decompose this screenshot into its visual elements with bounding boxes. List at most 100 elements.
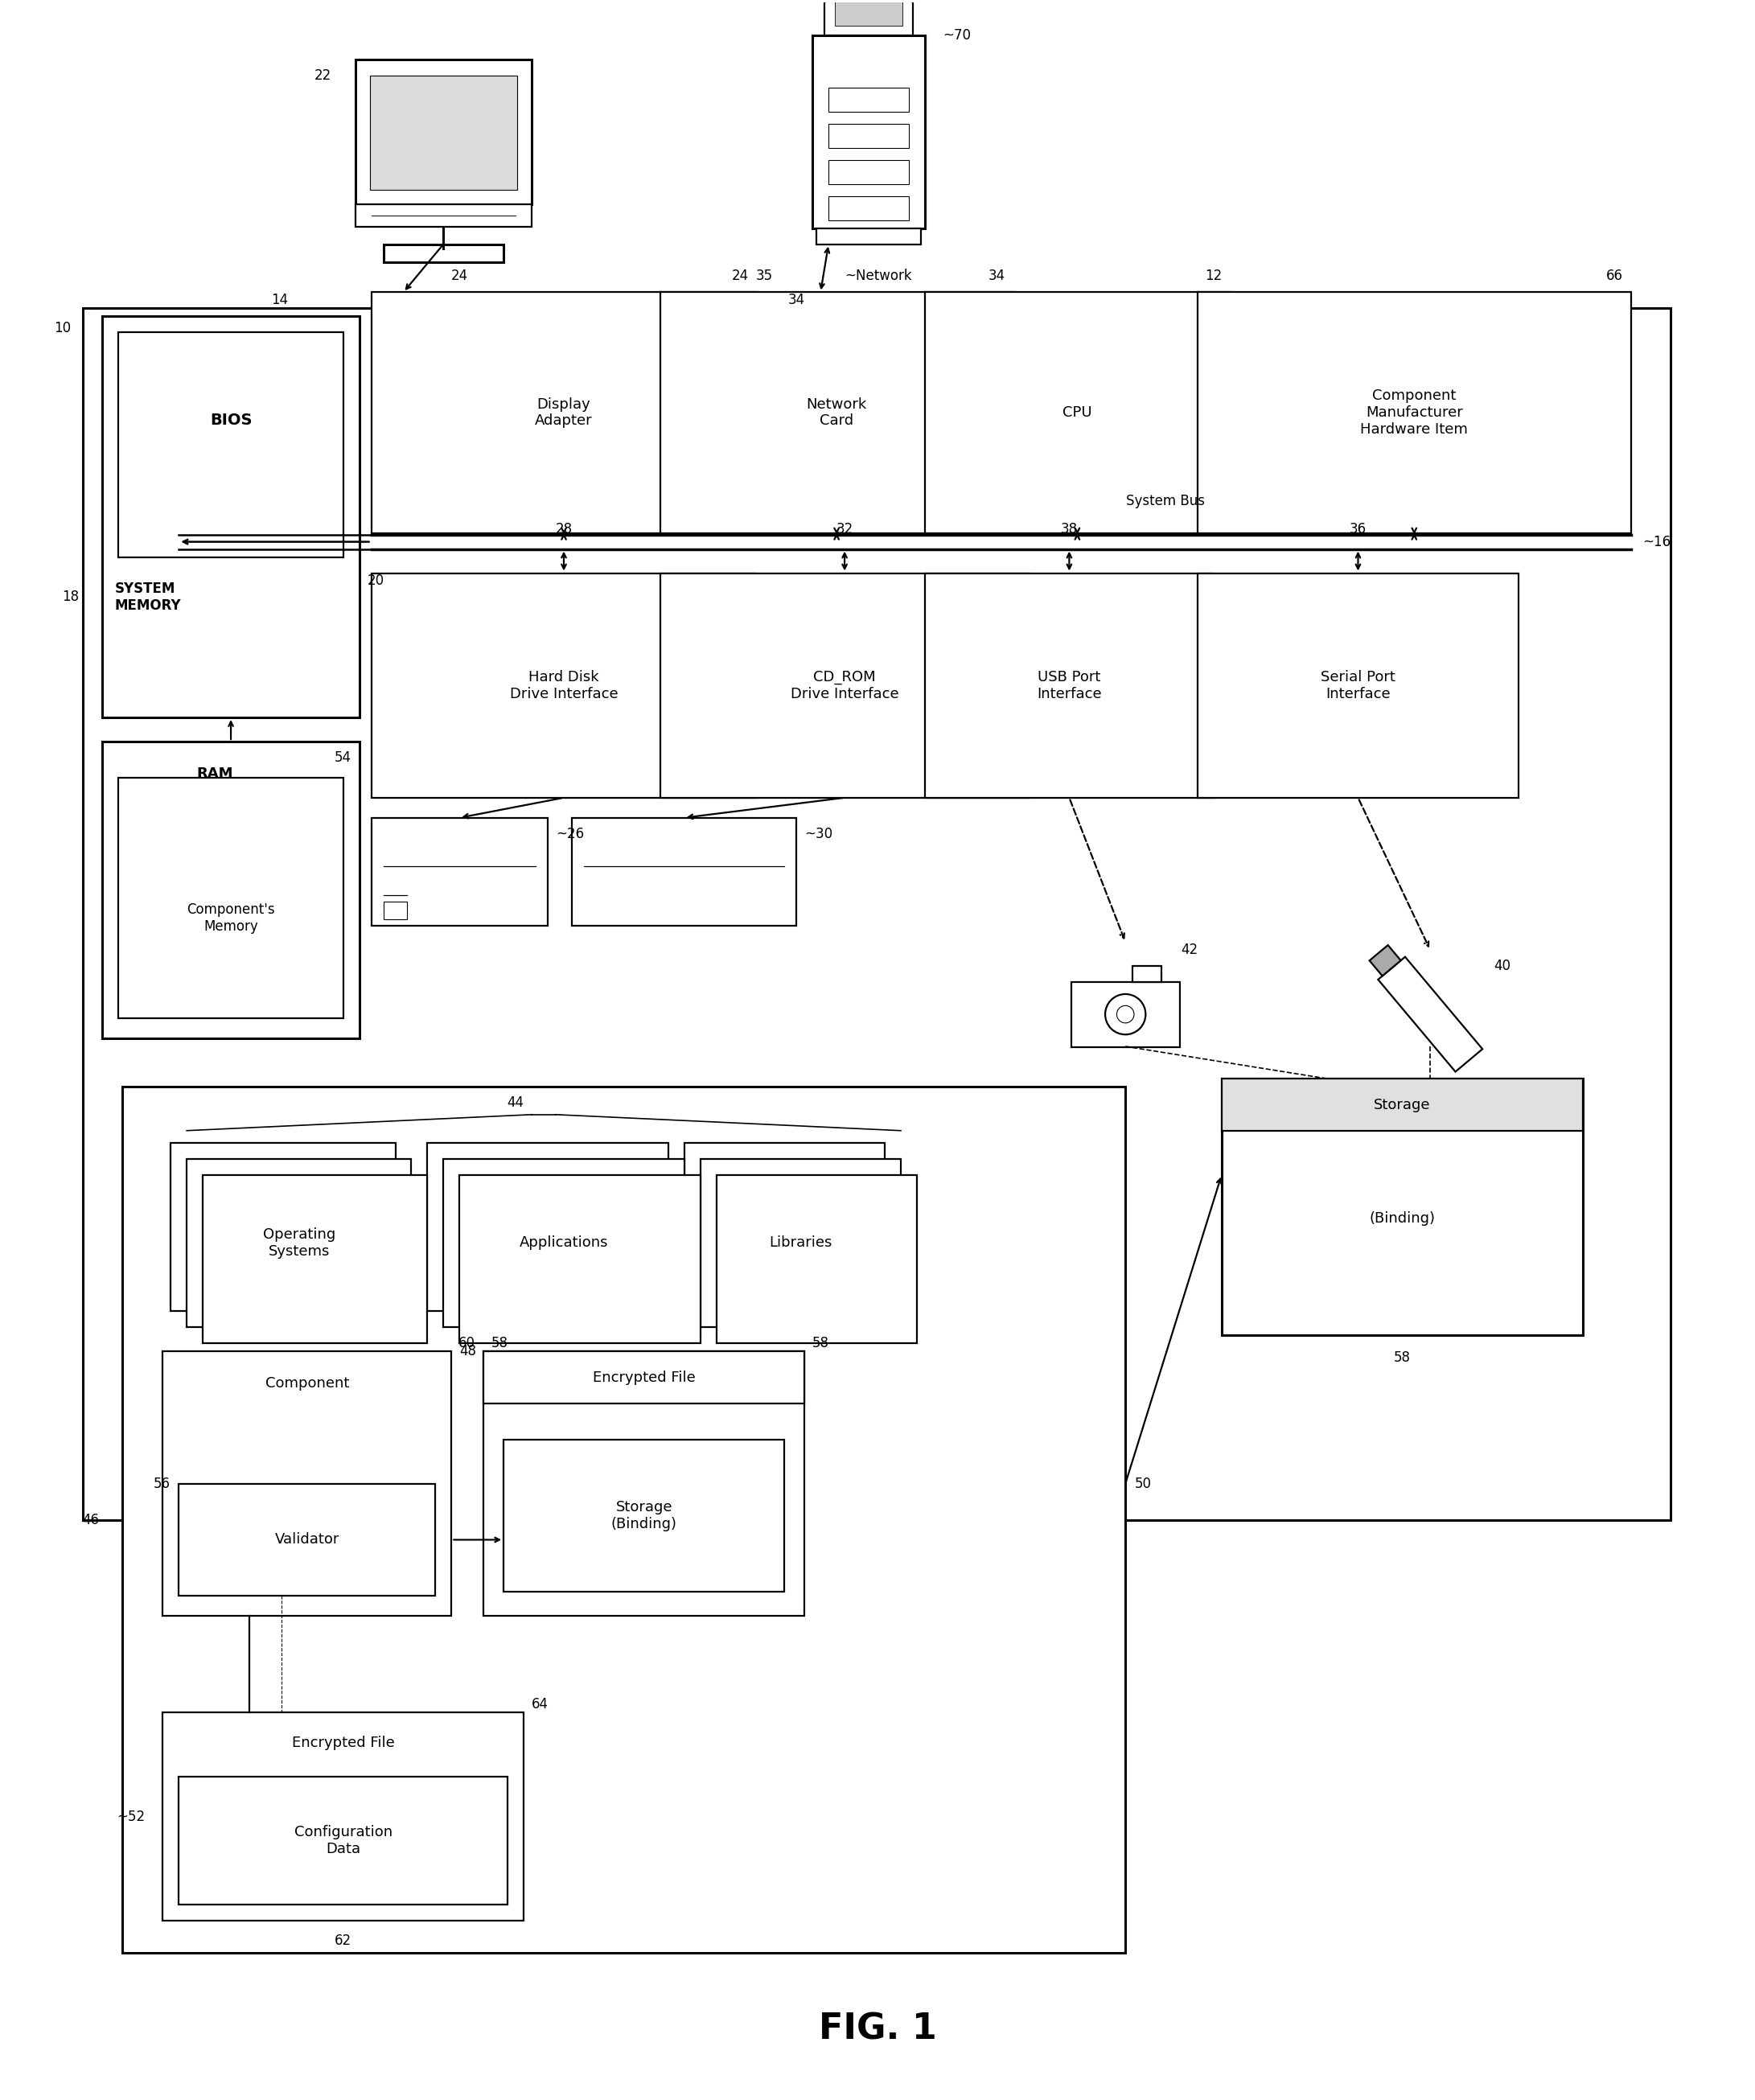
Text: 12: 12 (1204, 269, 1221, 284)
Bar (383, 244, 504, 262)
Polygon shape (1378, 958, 1483, 1071)
Bar (828, 195, 909, 220)
Bar (660, 573, 1028, 798)
Text: ~16: ~16 (1643, 536, 1671, 548)
Text: CD_ROM
Drive Interface: CD_ROM Drive Interface (790, 670, 899, 701)
Text: 62: 62 (335, 1934, 351, 1949)
Bar (372, 817, 548, 926)
Text: 34: 34 (788, 294, 806, 307)
Text: Component
Manufacturer
Hardware Item: Component Manufacturer Hardware Item (1360, 388, 1467, 437)
Bar (355, 59, 532, 204)
Text: 58: 58 (491, 1336, 509, 1350)
Text: ~26: ~26 (556, 827, 584, 840)
Bar (700, 1159, 900, 1327)
Bar (383, 903, 407, 920)
Text: 56: 56 (154, 1476, 170, 1491)
Bar (572, 817, 797, 926)
Bar (1197, 573, 1518, 798)
Text: BIOS: BIOS (211, 414, 253, 428)
Bar (816, 229, 921, 244)
Text: 34: 34 (988, 269, 1006, 284)
Bar (372, 573, 756, 798)
Text: 14: 14 (270, 294, 288, 307)
Text: Applications: Applications (519, 1235, 609, 1249)
Bar (1071, 983, 1179, 1046)
Text: Hard Disk
Drive Interface: Hard Disk Drive Interface (509, 670, 618, 701)
Bar (170, 1142, 395, 1310)
Bar (102, 317, 360, 718)
Text: 36: 36 (1350, 521, 1367, 536)
Text: System Bus: System Bus (1127, 493, 1206, 508)
Bar (925, 292, 1230, 533)
Bar (163, 1711, 523, 1922)
Text: 64: 64 (532, 1697, 549, 1711)
Text: 22: 22 (314, 69, 332, 82)
Text: 66: 66 (1606, 269, 1623, 284)
Bar (460, 1174, 700, 1344)
Bar (372, 292, 756, 533)
Bar (828, 160, 909, 185)
Bar (504, 1438, 784, 1592)
Bar (813, 36, 925, 229)
Text: SYSTEM
MEMORY: SYSTEM MEMORY (114, 582, 181, 613)
Bar (825, 0, 913, 36)
Text: 42: 42 (1181, 943, 1199, 958)
Polygon shape (1369, 945, 1400, 976)
Bar (444, 1159, 684, 1327)
Bar (179, 1483, 435, 1596)
Text: 48: 48 (460, 1344, 476, 1359)
Text: 38: 38 (1060, 521, 1078, 536)
Bar (123, 1086, 1125, 1953)
Text: Encrypted File: Encrypted File (593, 1371, 695, 1386)
Bar (428, 1142, 669, 1310)
Text: RAM: RAM (197, 766, 233, 781)
Text: FIG. 1: FIG. 1 (818, 2012, 937, 2045)
Bar (828, 88, 909, 111)
Bar (370, 76, 518, 189)
Text: Encrypted File: Encrypted File (291, 1735, 395, 1749)
Text: 20: 20 (367, 573, 384, 588)
Bar (204, 1174, 428, 1344)
Text: ~Network: ~Network (844, 269, 913, 284)
Text: 50: 50 (1135, 1476, 1151, 1491)
Text: Component: Component (265, 1376, 349, 1390)
Bar (355, 204, 532, 227)
Text: ~70: ~70 (942, 27, 971, 42)
Bar (925, 573, 1214, 798)
Text: ~30: ~30 (804, 827, 832, 840)
Text: ~52: ~52 (116, 1810, 144, 1823)
Text: Display
Adapter: Display Adapter (535, 397, 593, 428)
Text: (Binding): (Binding) (1369, 1212, 1436, 1226)
Bar (484, 1350, 804, 1617)
Bar (1197, 292, 1630, 533)
Text: Serial Port
Interface: Serial Port Interface (1322, 670, 1395, 701)
Text: 18: 18 (61, 590, 79, 605)
Text: USB Port
Interface: USB Port Interface (1037, 670, 1102, 701)
Bar (1221, 1079, 1583, 1130)
Text: 40: 40 (1494, 960, 1511, 974)
Text: Operating
Systems: Operating Systems (263, 1226, 335, 1258)
Bar (828, 124, 909, 147)
Text: 46: 46 (82, 1512, 98, 1527)
Bar (82, 309, 1671, 1520)
Bar (1221, 1079, 1583, 1336)
Text: Validator: Validator (276, 1533, 339, 1548)
Bar (684, 1142, 885, 1310)
Text: 58: 58 (813, 1336, 830, 1350)
Text: Configuration
Data: Configuration Data (295, 1825, 393, 1856)
Bar (163, 1350, 451, 1617)
Bar (186, 1159, 411, 1327)
Text: Storage: Storage (1374, 1098, 1430, 1113)
Text: 60: 60 (458, 1336, 476, 1350)
Text: 58: 58 (1393, 1350, 1411, 1365)
Text: 44: 44 (507, 1096, 525, 1109)
Text: 32: 32 (835, 521, 853, 536)
Text: 28: 28 (555, 521, 572, 536)
Text: 35: 35 (756, 269, 772, 284)
Text: 24: 24 (732, 269, 748, 284)
Bar (660, 292, 1013, 533)
Bar (835, 0, 902, 25)
Bar (484, 1350, 804, 1403)
Text: 10: 10 (54, 321, 70, 336)
Text: Component's
Memory: Component's Memory (186, 903, 276, 934)
